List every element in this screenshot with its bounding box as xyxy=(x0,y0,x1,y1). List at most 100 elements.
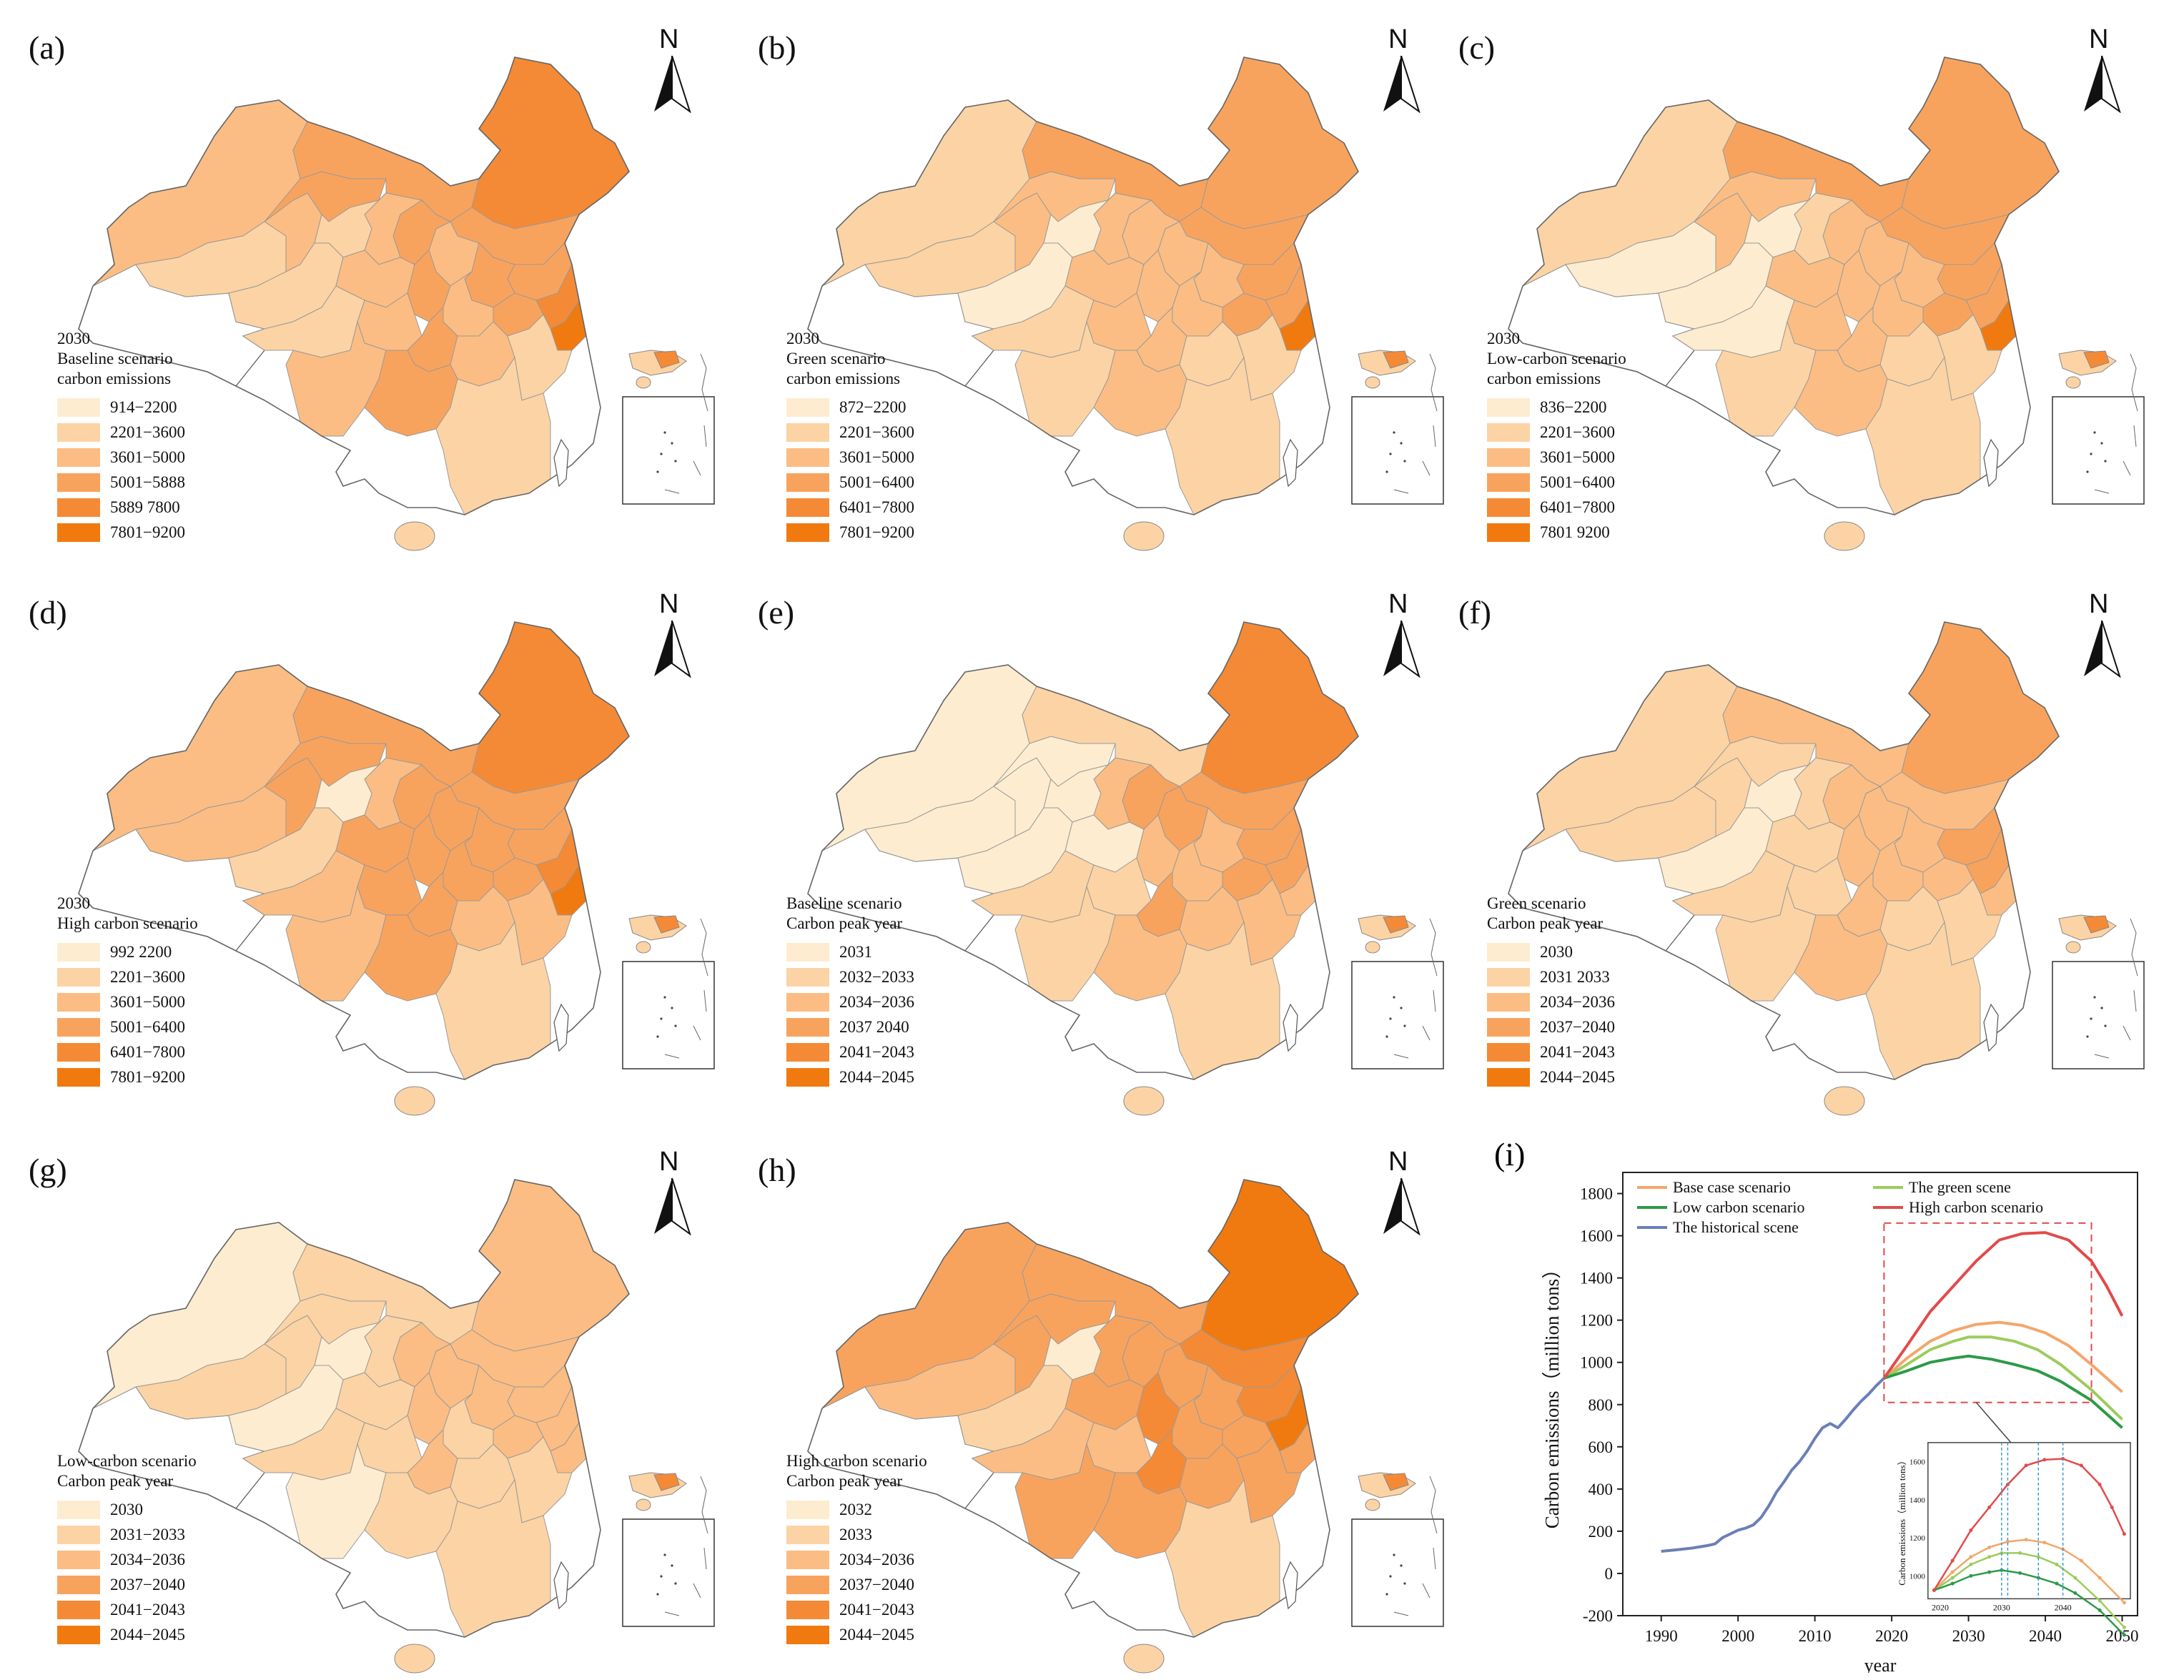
north-label: N xyxy=(1388,24,1408,54)
legend-label: 5001−6400 xyxy=(1540,473,1615,491)
legend-label: 2037−2040 xyxy=(110,1575,185,1593)
y-tick-label: 1400 xyxy=(1580,1270,1613,1288)
legend-item: 836−2200 xyxy=(1487,395,1626,420)
legend-item: 2034−2036 xyxy=(1487,989,1615,1014)
taiwan-island xyxy=(1283,1003,1298,1052)
map-region xyxy=(1014,320,1116,437)
y-tick-label: 1600 xyxy=(1580,1227,1613,1245)
map-region xyxy=(314,192,387,258)
legend-item: 2201−3600 xyxy=(57,964,198,989)
map-region xyxy=(1715,320,1817,437)
legend-item: 2044−2045 xyxy=(1487,1064,1615,1089)
inset-y-tick-label: 1000 xyxy=(1909,1572,1926,1581)
legend-label: 7801−9200 xyxy=(110,523,185,541)
legend-label: The historical scene xyxy=(1673,1218,1799,1236)
legend-item: 2031 xyxy=(786,939,914,964)
x-tick-label: 2020 xyxy=(1875,1627,1908,1645)
map-region xyxy=(471,1179,630,1352)
legend-swatch xyxy=(57,423,100,442)
x-tick-label: 2050 xyxy=(2106,1627,2139,1645)
legend-label: 2044−2045 xyxy=(839,1067,914,1086)
legend-item: 5001−5888 xyxy=(57,470,185,495)
legend-label: 2031 2033 xyxy=(1540,967,1610,986)
x-tick-label: 2030 xyxy=(1952,1627,1985,1645)
china-map xyxy=(1508,621,2060,1116)
legend-label: 2031 xyxy=(839,942,872,961)
legend-item: 2201−3600 xyxy=(57,420,185,445)
north-arrow-icon: N xyxy=(651,24,701,124)
inset-marker xyxy=(1950,1558,1955,1563)
inset-marker xyxy=(2122,1601,2126,1605)
legend-swatch xyxy=(57,1550,100,1569)
legend-label: 2032−2033 xyxy=(839,967,914,986)
x-tick-label: 2010 xyxy=(1799,1627,1832,1645)
inset-marker xyxy=(2079,1558,2083,1563)
map-region xyxy=(435,921,551,1080)
legend-label: 2037−2040 xyxy=(839,1575,914,1593)
legend-item: 6401−7800 xyxy=(786,495,914,520)
panel-label: (d) xyxy=(29,594,67,631)
legend-label: High carbon scenario xyxy=(1909,1198,2043,1216)
legend-label: 2044−2045 xyxy=(839,1625,914,1644)
inset-marker xyxy=(2042,1541,2047,1545)
north-label: N xyxy=(2089,24,2109,54)
taiwan-island xyxy=(1283,1561,1298,1610)
legend-swatch xyxy=(57,1525,100,1544)
country-border xyxy=(78,56,630,515)
legend-swatch xyxy=(57,473,100,492)
inset-marker xyxy=(2097,1576,2102,1580)
legend-swatch xyxy=(1487,1042,1530,1062)
inset-marker xyxy=(2018,1551,2022,1555)
panel-label: (c) xyxy=(1458,29,1496,66)
legend-item: 2034−2036 xyxy=(786,1547,927,1572)
legend-swatch xyxy=(786,1042,829,1062)
legend-item: 6401−7800 xyxy=(1487,495,1626,520)
map-region xyxy=(435,1478,551,1638)
legend-swatch xyxy=(786,397,829,417)
map-panel: (f) N Green scenario Carbon peak year 2030 20… xyxy=(1458,572,2173,1122)
map-panel: (a) N 2030 Baseline scenario carbon emission… xyxy=(29,7,743,558)
legend-label: 2201−3600 xyxy=(1540,423,1615,441)
legend-label: 3601−5000 xyxy=(110,992,185,1011)
taiwan-island xyxy=(1983,438,1999,488)
inset-marker xyxy=(2097,1599,2102,1603)
legend-swatch xyxy=(1487,1067,1530,1087)
map-region xyxy=(1200,56,1359,229)
legend-swatch xyxy=(786,523,829,542)
inset-marker xyxy=(2036,1555,2040,1559)
map-legend: 2030 Baseline scenario carbon emissions 914… xyxy=(57,329,185,545)
map-region xyxy=(1014,1443,1116,1559)
hainan-island xyxy=(394,1644,435,1674)
country-border xyxy=(1508,621,2060,1080)
legend-item: 2037 2040 xyxy=(786,1014,914,1039)
legend-label: 2037−2040 xyxy=(1540,1017,1615,1036)
panel-label: (a) xyxy=(29,29,66,66)
plot-frame xyxy=(1622,1172,2138,1616)
legend-item: 5001−6400 xyxy=(57,1014,198,1039)
legend-label: 7801 9200 xyxy=(1540,523,1610,541)
taiwan-island xyxy=(1283,438,1298,488)
legend-item: 2030 xyxy=(57,1497,197,1522)
map-panel: (d) N 2030 High carbon scenario 992 2200 2201… xyxy=(29,572,743,1122)
legend-swatch xyxy=(57,967,100,987)
legend-label: Low carbon scenario xyxy=(1673,1198,1804,1216)
south-china-sea-inset xyxy=(1351,347,1444,505)
y-tick-label: 800 xyxy=(1588,1396,1614,1414)
legend-swatch xyxy=(57,1017,100,1037)
legend-item: 3601−5000 xyxy=(57,989,198,1014)
map-region xyxy=(1901,56,2060,229)
legend-label: Base case scenario xyxy=(1673,1178,1791,1196)
legend-label: 6401−7800 xyxy=(110,1042,185,1061)
hainan-island xyxy=(1123,521,1165,551)
legend-item: 7801−9200 xyxy=(57,1064,198,1089)
inset-x-tick-label: 2020 xyxy=(1932,1602,1949,1612)
taiwan-island xyxy=(1983,1003,1999,1052)
legend-item: 2041−2043 xyxy=(57,1597,197,1622)
china-map xyxy=(1508,56,2060,551)
legend-label: 7801−9200 xyxy=(110,1067,185,1086)
legend-item: 2044−2045 xyxy=(57,1622,197,1647)
legend-item: 2034−2036 xyxy=(57,1547,197,1572)
legend-label: 3601−5000 xyxy=(839,448,914,466)
legend-label: 6401−7800 xyxy=(839,498,914,516)
panel-label: (f) xyxy=(1458,594,1491,631)
